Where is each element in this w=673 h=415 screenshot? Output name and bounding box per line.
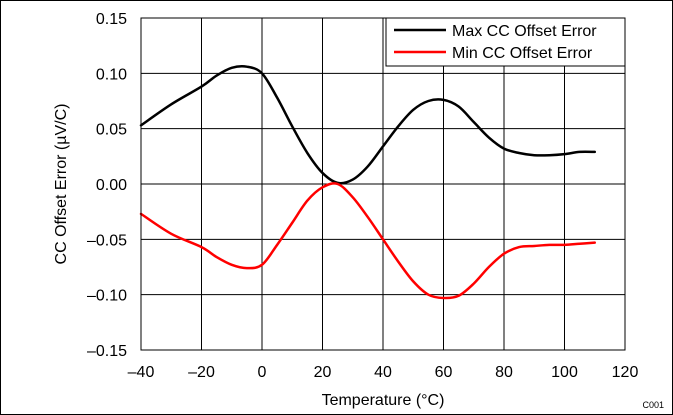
x-tick-label: 60 [435, 364, 453, 381]
plot-area-border [140, 17, 626, 351]
grid [140, 17, 626, 351]
y-tick-label: 0.15 [96, 11, 127, 28]
series-line [139, 64, 596, 185]
x-tick-label: 120 [612, 364, 639, 381]
legend-label: Max CC Offset Error [452, 23, 597, 40]
x-tick-label: 100 [551, 364, 578, 381]
y-tick-label: 0.10 [96, 66, 127, 83]
y-tick-label: –0.10 [87, 288, 127, 305]
legend-label: Min CC Offset Error [452, 45, 593, 62]
y-tick-label: –0.15 [87, 343, 127, 360]
x-axis-label: Temperature (°C) [322, 392, 445, 409]
legend: Max CC Offset Error Min CC Offset Error [385, 17, 626, 67]
x-tick-label: –20 [188, 364, 215, 381]
y-tick-label: 0.00 [96, 177, 127, 194]
legend-box [385, 17, 626, 67]
figure-code: C001 [642, 400, 664, 410]
series-lines [139, 64, 596, 300]
y-axis-label: CC Offset Error (µV/C) [53, 104, 70, 265]
x-tick-label: 40 [374, 364, 392, 381]
x-tick-label: 80 [495, 364, 513, 381]
y-tick-label: 0.05 [96, 122, 127, 139]
y-tick-label: –0.05 [87, 232, 127, 249]
series-line [139, 182, 596, 300]
x-tick-label: –40 [128, 364, 155, 381]
x-tick-label: 20 [314, 364, 332, 381]
x-tick-label: 0 [258, 364, 267, 381]
tick-labels: –40 –20 0 20 40 60 80 100 120 –0.15 –0.10 –0.05 0.00… [87, 11, 638, 381]
